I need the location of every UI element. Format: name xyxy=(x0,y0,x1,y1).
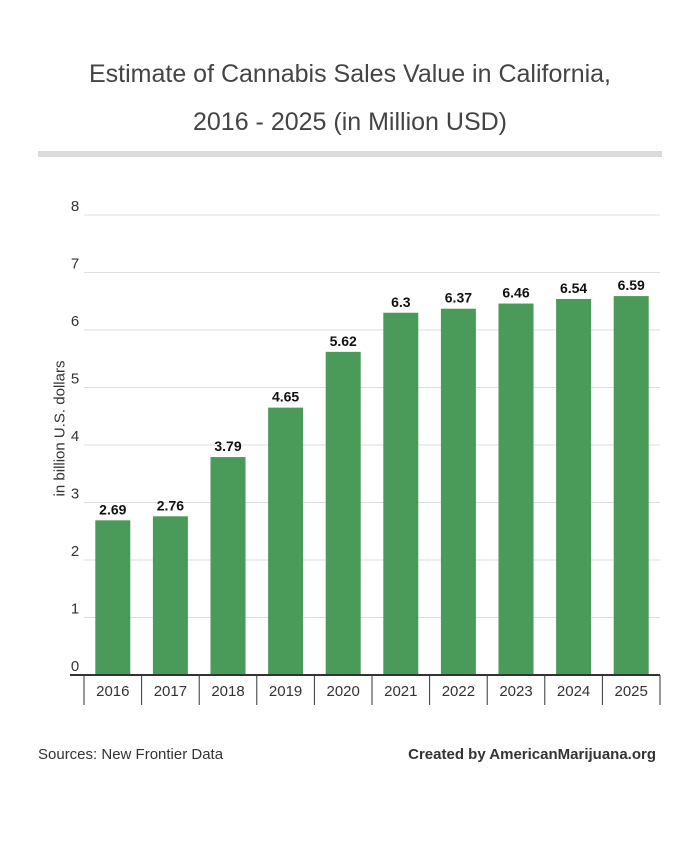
y-tick-label: 2 xyxy=(71,543,79,560)
x-tick-label: 2018 xyxy=(211,683,244,700)
bar xyxy=(210,457,246,675)
y-tick-label: 8 xyxy=(71,198,79,215)
x-tick-label: 2021 xyxy=(384,683,417,700)
data-label: 6.59 xyxy=(618,277,645,293)
y-axis-label: in billion U.S. dollars xyxy=(51,360,69,497)
y-tick-label: 7 xyxy=(71,256,79,273)
bar xyxy=(556,298,592,675)
bar xyxy=(498,303,534,675)
credit-note: Created by AmericanMarijuana.org xyxy=(408,746,656,763)
data-label: 5.62 xyxy=(330,333,357,349)
y-tick-label: 5 xyxy=(71,371,79,388)
y-tick-label: 1 xyxy=(71,601,79,618)
y-tick-label: 6 xyxy=(71,313,79,330)
source-note: Sources: New Frontier Data xyxy=(38,746,224,763)
bar xyxy=(613,296,649,675)
title-line-2: 2016 - 2025 (in Million USD) xyxy=(192,108,508,136)
y-tick-label: 3 xyxy=(71,486,79,503)
bar xyxy=(152,516,188,675)
bar xyxy=(440,308,476,675)
x-tick-label: 2017 xyxy=(154,683,187,700)
bar xyxy=(383,312,419,675)
x-tick-label: 2019 xyxy=(269,683,302,700)
data-label: 6.54 xyxy=(560,280,587,296)
title-divider xyxy=(38,151,662,157)
bar xyxy=(268,407,304,675)
data-label: 6.37 xyxy=(445,290,472,306)
bar xyxy=(95,520,131,675)
x-tick-label: 2023 xyxy=(499,683,532,700)
x-tick-label: 2016 xyxy=(96,683,129,700)
data-label: 6.46 xyxy=(502,285,529,301)
x-tick-label: 2022 xyxy=(442,683,475,700)
data-label: 6.3 xyxy=(391,294,411,310)
data-label: 4.65 xyxy=(272,389,299,405)
data-label: 2.76 xyxy=(157,497,184,513)
x-tick-label: 2020 xyxy=(327,683,360,700)
data-label: 3.79 xyxy=(214,438,241,454)
bar xyxy=(325,351,361,675)
y-tick-label: 4 xyxy=(71,428,79,445)
x-tick-label: 2024 xyxy=(557,683,590,700)
y-tick-label: 0 xyxy=(71,658,79,675)
data-label: 2.69 xyxy=(99,501,126,517)
chart-title: Estimate of Cannabis Sales Value in Cali… xyxy=(0,50,700,146)
title-line-1: Estimate of Cannabis Sales Value in Cali… xyxy=(88,60,612,88)
x-tick-label: 2025 xyxy=(615,683,648,700)
